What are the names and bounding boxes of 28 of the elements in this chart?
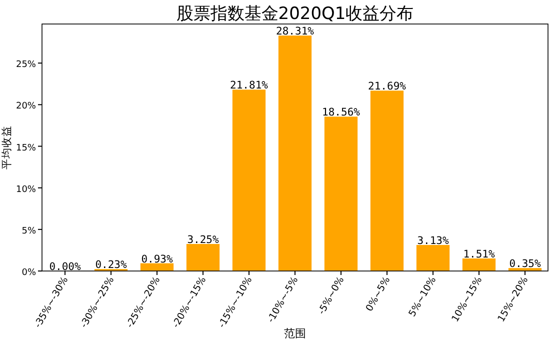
- data-label: 21.81%: [230, 80, 269, 92]
- y-tick-label: 20%: [16, 102, 36, 112]
- data-label: 28.31%: [276, 26, 315, 38]
- data-label: 0.23%: [95, 259, 128, 272]
- data-label: 3.25%: [187, 234, 220, 246]
- x-axis-title: 范围: [284, 327, 306, 340]
- bar: [232, 90, 266, 271]
- data-label: 0.93%: [141, 253, 174, 266]
- bar: [278, 36, 312, 271]
- bar: [462, 258, 496, 271]
- y-tick-label: 25%: [16, 60, 36, 70]
- bar: [186, 244, 220, 271]
- data-label: 18.56%: [322, 106, 361, 119]
- bar: [324, 116, 358, 271]
- bar: [140, 263, 174, 271]
- data-label: 0.00%: [49, 261, 82, 273]
- data-label: 1.51%: [463, 248, 496, 260]
- data-label: 3.13%: [417, 234, 450, 247]
- y-tick-label: 10%: [16, 184, 36, 195]
- y-axis-title: 平均收益: [1, 126, 13, 170]
- y-tick-label: 15%: [16, 143, 36, 154]
- y-tick-label: 0%: [22, 268, 36, 278]
- bar: [416, 244, 450, 271]
- data-label: 21.69%: [368, 80, 407, 93]
- data-label: 0.35%: [509, 258, 542, 270]
- bar: [370, 90, 404, 271]
- y-tick-label: 5%: [22, 226, 36, 236]
- chart-title: 股票指数基金2020Q1收益分布: [176, 4, 414, 24]
